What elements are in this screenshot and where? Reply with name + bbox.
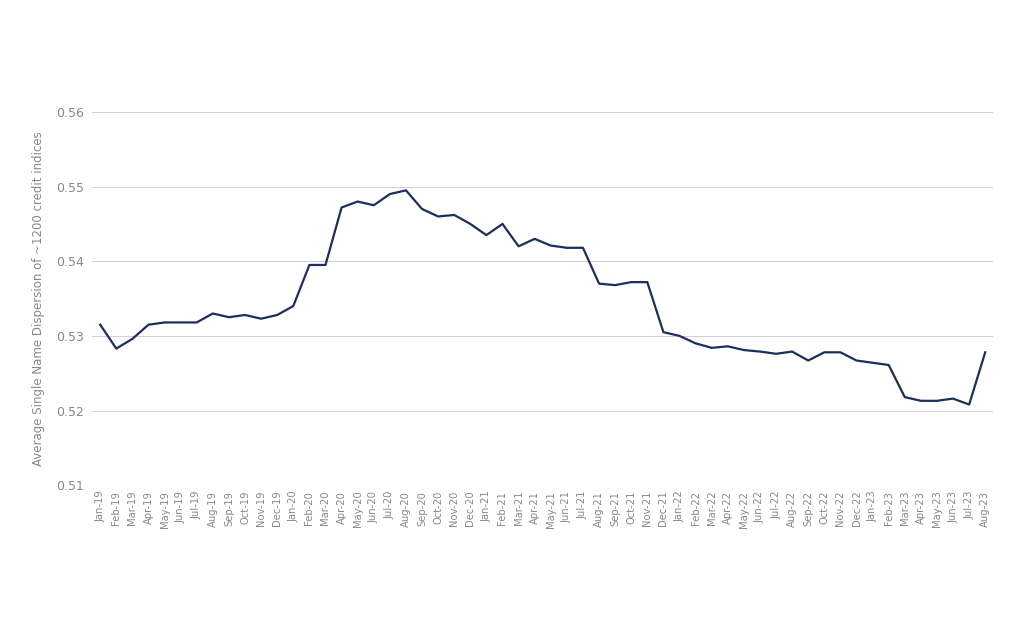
Average Dispersion <box>432 213 444 220</box>
Average Dispersion <box>979 348 991 356</box>
Average Dispersion <box>94 321 106 328</box>
Average Dispersion <box>609 281 622 289</box>
Average Dispersion <box>786 348 799 355</box>
Line: Average Dispersion: Average Dispersion <box>100 190 985 404</box>
Average Dispersion <box>657 328 670 336</box>
Average Dispersion <box>689 340 701 347</box>
Average Dispersion <box>963 401 975 408</box>
Y-axis label: Average Single Name Dispersion of ~1200 credit indices: Average Single Name Dispersion of ~1200 … <box>32 131 45 466</box>
Average Dispersion <box>111 345 123 352</box>
Average Dispersion <box>399 187 412 194</box>
